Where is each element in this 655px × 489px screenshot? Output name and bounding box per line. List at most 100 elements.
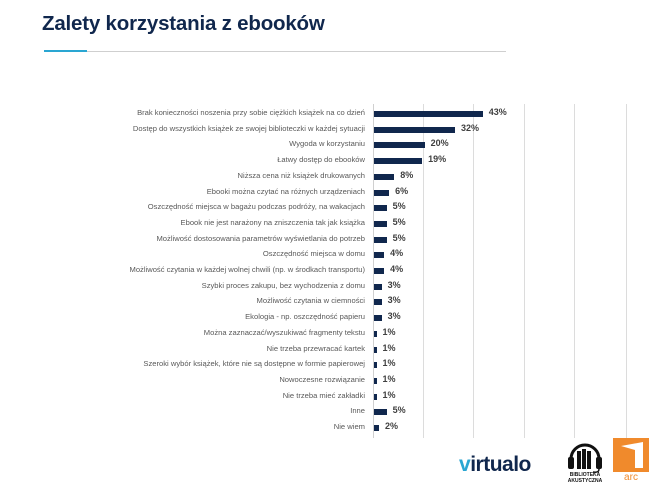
bar — [374, 173, 395, 180]
value-label: 5% — [392, 216, 406, 227]
page-title: Zalety korzystania z ebooków — [42, 12, 325, 35]
category-label: Nie trzeba mieć zakładki — [282, 390, 365, 400]
footer-logos: virtualo BIBLIOTEKA AKUSTYCZNA arc — [455, 435, 655, 487]
bar — [374, 330, 377, 337]
value-label: 5% — [392, 232, 406, 243]
value-label: 32% — [460, 122, 479, 133]
chart-row: Nie trzeba mieć zakładki 1% — [0, 390, 655, 406]
chart-row: Łatwy dostęp do ebooków 19% — [0, 154, 655, 170]
svg-text:arc: arc — [624, 472, 638, 483]
bar — [374, 409, 387, 416]
category-label: Ekologia - np. oszczędność papieru — [245, 312, 365, 322]
category-axis — [373, 104, 374, 438]
bar — [374, 205, 387, 212]
value-label: 3% — [387, 311, 401, 322]
chart-row: Dostęp do wszystkich książek ze swojej b… — [0, 123, 655, 139]
chart-row: Oszczędność miejsca w bagażu podczas pod… — [0, 201, 655, 217]
category-label: Oszczędność miejsca w domu — [262, 249, 365, 259]
category-label: Szybki proces zakupu, bez wychodzenia z … — [201, 280, 365, 290]
category-label: Można zaznaczać/wyszukiwać fragmenty tek… — [203, 327, 365, 337]
bar — [374, 283, 382, 290]
chart-row: Szybki proces zakupu, bez wychodzenia z … — [0, 280, 655, 296]
category-label: Ebooki można czytać na różnych urządzeni… — [206, 186, 365, 196]
bar — [374, 393, 377, 400]
bar — [374, 220, 387, 227]
category-label: Nie wiem — [333, 422, 365, 431]
category-label: Łatwy dostęp do ebooków — [277, 155, 365, 165]
value-label: 8% — [400, 169, 414, 180]
chart-row: Nowoczesne rozwiązanie 1% — [0, 374, 655, 390]
bar — [374, 111, 483, 117]
title-divider — [44, 51, 506, 52]
chart-row: Nie wiem 2% — [0, 421, 655, 437]
chart-row: Możliwość dostosowania parametrów wyświe… — [0, 233, 655, 249]
category-label: Nie trzeba przewracać kartek — [266, 343, 365, 353]
gridline-40 — [473, 104, 474, 438]
category-label: Możliwość dostosowania parametrów wyświe… — [156, 233, 365, 243]
chart-row: Ebooki można czytać na różnych urządzeni… — [0, 186, 655, 202]
chart-row: Niższa cena niż książek drukowanych 8% — [0, 170, 655, 186]
chart-row: Inne 5% — [0, 405, 655, 421]
bar — [374, 158, 423, 165]
value-label: 1% — [382, 326, 396, 337]
bar — [374, 425, 380, 431]
biblioteka-akustyczna-logo: BIBLIOTEKA AKUSTYCZNA — [567, 472, 603, 484]
category-label: Oszczędność miejsca w bagażu podczas pod… — [147, 202, 365, 212]
bar — [374, 236, 387, 243]
category-label: Możliwość czytania w każdej wolnej chwil… — [129, 265, 366, 274]
value-label: 1% — [382, 389, 396, 400]
value-label: 5% — [392, 201, 406, 212]
category-label: Brak konieczności noszenia przy sobie ci… — [137, 108, 365, 117]
virtualo-logo: virtualo — [459, 453, 531, 476]
gridline-60 — [524, 104, 525, 438]
category-label: Ebook nie jest narażony na zniszczenia t… — [180, 217, 365, 227]
chart-row: Oszczędność miejsca w domu 4% — [0, 248, 655, 264]
bar — [374, 252, 385, 259]
category-label: Nowoczesne rozwiązanie — [279, 374, 365, 384]
value-label: 2% — [385, 421, 399, 431]
chart-row: Nie trzeba przewracać kartek 1% — [0, 343, 655, 359]
value-label: 1% — [382, 373, 396, 384]
value-label: 19% — [428, 154, 447, 165]
value-label: 6% — [395, 185, 409, 196]
chart-row: Możliwość czytania w ciemności 3% — [0, 295, 655, 311]
bar — [374, 315, 382, 322]
chart-row: Szeroki wybór książek, które nie są dost… — [0, 358, 655, 374]
chart-row: Ekologia - np. oszczędność papieru 3% — [0, 311, 655, 327]
bar — [374, 142, 425, 149]
headphones-books-icon — [568, 443, 602, 473]
chart-row: Możliwość czytania w każdej wolnej chwil… — [0, 264, 655, 280]
category-label: Inne — [350, 406, 365, 416]
chart-row: Ebook nie jest narażony na zniszczenia t… — [0, 217, 655, 233]
value-label: 20% — [430, 138, 449, 149]
category-label: Niższa cena niż książek drukowanych — [237, 170, 365, 180]
bar — [374, 346, 377, 353]
bar — [374, 189, 390, 196]
value-label: 4% — [390, 248, 404, 259]
value-label: 5% — [392, 405, 406, 416]
bar — [374, 299, 382, 306]
gridline-100 — [626, 104, 627, 438]
chart-row: Wygoda w korzystaniu 20% — [0, 138, 655, 154]
category-label: Możliwość czytania w ciemności — [256, 296, 365, 306]
arc-logo: arc — [613, 438, 649, 483]
value-label: 1% — [382, 358, 396, 369]
bar — [374, 377, 377, 384]
chart-row: Można zaznaczać/wyszukiwać fragmenty tek… — [0, 327, 655, 343]
value-label: 43% — [488, 107, 507, 117]
value-label: 4% — [390, 264, 404, 274]
value-label: 1% — [382, 342, 396, 353]
bar — [374, 362, 377, 369]
bar — [374, 268, 385, 274]
category-label: Dostęp do wszystkich książek ze swojej b… — [132, 123, 365, 133]
bar — [374, 126, 455, 133]
category-label: Szeroki wybór książek, które nie są dost… — [143, 359, 365, 369]
gridline-20 — [423, 104, 424, 438]
category-label: Wygoda w korzystaniu — [289, 139, 365, 149]
chart-row: Brak konieczności noszenia przy sobie ci… — [0, 107, 655, 123]
value-label: 3% — [387, 279, 401, 290]
title-divider-accent — [44, 50, 87, 52]
gridline-80 — [574, 104, 575, 438]
value-label: 3% — [387, 295, 401, 306]
